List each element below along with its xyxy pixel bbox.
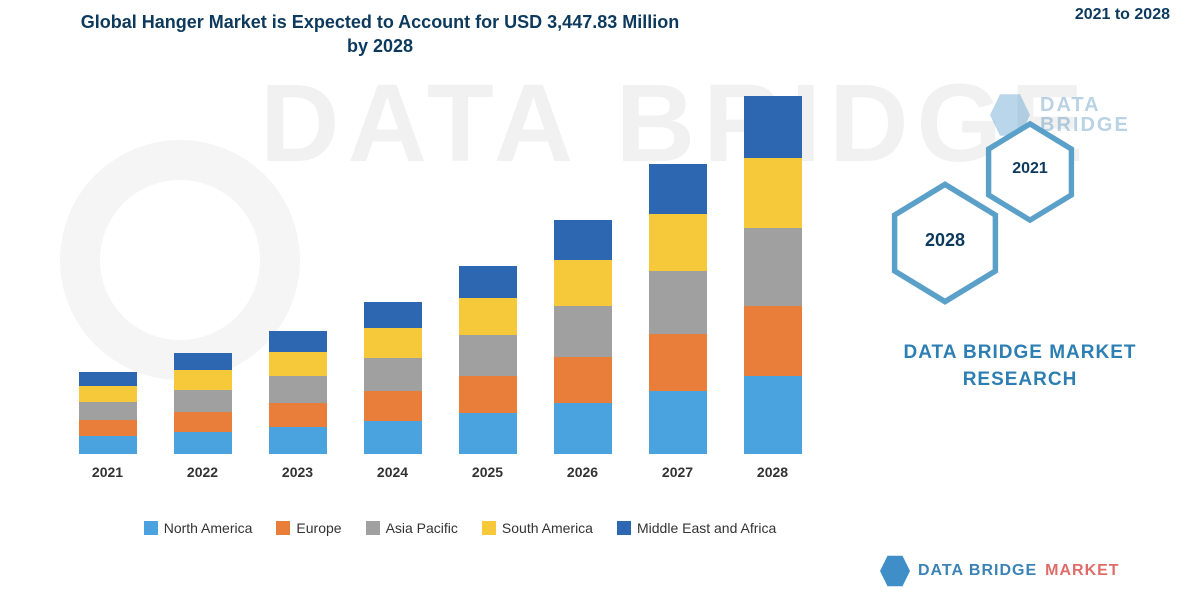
bar-segment	[649, 214, 707, 271]
x-axis-label: 2024	[377, 464, 408, 480]
chart-title: Global Hanger Market is Expected to Acco…	[70, 10, 690, 59]
legend: North America Europe Asia Pacific South Ame…	[70, 520, 850, 536]
legend-item: Europe	[276, 520, 341, 536]
bar-segment	[364, 302, 422, 328]
bar-segment	[459, 376, 517, 413]
bar-segment	[364, 421, 422, 454]
bar-column: 2025	[451, 266, 525, 480]
hexagon-small-label: 2021	[985, 160, 1075, 178]
x-axis-label: 2027	[662, 464, 693, 480]
legend-item: North America	[144, 520, 253, 536]
bar-segment	[649, 164, 707, 214]
bar-stack	[174, 353, 232, 454]
bar-segment	[364, 328, 422, 358]
legend-swatch	[366, 521, 380, 535]
bar-stack	[269, 331, 327, 454]
bar-column: 2024	[356, 302, 430, 480]
bar-segment	[744, 306, 802, 376]
bar-stack	[79, 372, 137, 454]
bar-segment	[269, 352, 327, 376]
bar-segment	[79, 436, 137, 454]
bar-segment	[459, 266, 517, 298]
bar-segment	[554, 220, 612, 260]
footer-logo-part2: MARKET	[1045, 562, 1119, 580]
bar-column: 2028	[736, 96, 810, 480]
bar-segment	[174, 412, 232, 432]
footer-hex-icon	[880, 554, 910, 588]
bar-segment	[269, 376, 327, 403]
bar-segment	[554, 357, 612, 403]
header-date-range: 2021 to 2028	[1075, 6, 1170, 24]
legend-item: Asia Pacific	[366, 520, 458, 536]
legend-label: North America	[164, 520, 253, 536]
bar-column: 2027	[641, 164, 715, 480]
legend-label: Middle East and Africa	[637, 520, 776, 536]
bar-column: 2022	[166, 353, 240, 480]
legend-swatch	[144, 521, 158, 535]
legend-item: Middle East and Africa	[617, 520, 776, 536]
bar-segment	[364, 358, 422, 391]
stacked-bar-chart: 2021 2022 2023 2024 2025 2026 2027 2028	[60, 80, 820, 480]
bar-segment	[649, 391, 707, 454]
bar-segment	[649, 271, 707, 334]
bar-segment	[269, 427, 327, 454]
bar-stack	[364, 302, 422, 454]
footer-logo-part1: DATA BRIDGE	[918, 562, 1037, 580]
right-panel: DATA BRIDGE 2028 2021 DATA BRIDGE MARKET…	[870, 80, 1170, 530]
bar-segment	[269, 331, 327, 352]
bar-stack	[459, 266, 517, 454]
x-axis-label: 2022	[187, 464, 218, 480]
bar-segment	[174, 432, 232, 454]
hexagon-large-label: 2028	[890, 230, 1000, 251]
bar-segment	[744, 158, 802, 228]
x-axis-label: 2026	[567, 464, 598, 480]
legend-item: South America	[482, 520, 593, 536]
bar-container: 2021 2022 2023 2024 2025 2026 2027 2028	[60, 80, 820, 480]
bar-segment	[744, 96, 802, 158]
hexagon-small: 2021	[985, 120, 1075, 224]
bar-segment	[79, 402, 137, 420]
bar-segment	[459, 335, 517, 376]
legend-label: Asia Pacific	[386, 520, 458, 536]
bar-column: 2023	[261, 331, 335, 480]
legend-label: Europe	[296, 520, 341, 536]
hexagon-large: 2028	[890, 180, 1000, 306]
bar-segment	[269, 403, 327, 427]
bar-segment	[649, 334, 707, 391]
bar-segment	[459, 298, 517, 335]
bar-column: 2021	[71, 372, 145, 480]
bar-segment	[554, 403, 612, 454]
bar-segment	[174, 370, 232, 390]
bar-stack	[649, 164, 707, 454]
legend-label: South America	[502, 520, 593, 536]
bar-segment	[174, 353, 232, 370]
bar-segment	[459, 413, 517, 454]
bar-segment	[554, 260, 612, 306]
x-axis-label: 2023	[282, 464, 313, 480]
bar-segment	[554, 306, 612, 357]
legend-swatch	[482, 521, 496, 535]
bar-segment	[79, 420, 137, 436]
legend-swatch	[276, 521, 290, 535]
bar-stack	[744, 96, 802, 454]
bar-column: 2026	[546, 220, 620, 480]
bar-segment	[79, 372, 137, 386]
hexagon-graphic: 2028 2021	[890, 120, 1150, 320]
bar-segment	[79, 386, 137, 402]
x-axis-label: 2021	[92, 464, 123, 480]
bar-segment	[744, 228, 802, 306]
x-axis-label: 2025	[472, 464, 503, 480]
brand-name: DATA BRIDGE MARKET RESEARCH	[870, 340, 1170, 393]
footer-logo: DATA BRIDGE MARKET	[880, 546, 1180, 596]
bar-segment	[174, 390, 232, 412]
faded-logo-line1: DATA	[1040, 95, 1130, 115]
x-axis-label: 2028	[757, 464, 788, 480]
page-root: DATA BRIDGE Global Hanger Market is Expe…	[0, 0, 1200, 600]
bar-stack	[554, 220, 612, 454]
legend-swatch	[617, 521, 631, 535]
bar-segment	[364, 391, 422, 421]
bar-segment	[744, 376, 802, 454]
